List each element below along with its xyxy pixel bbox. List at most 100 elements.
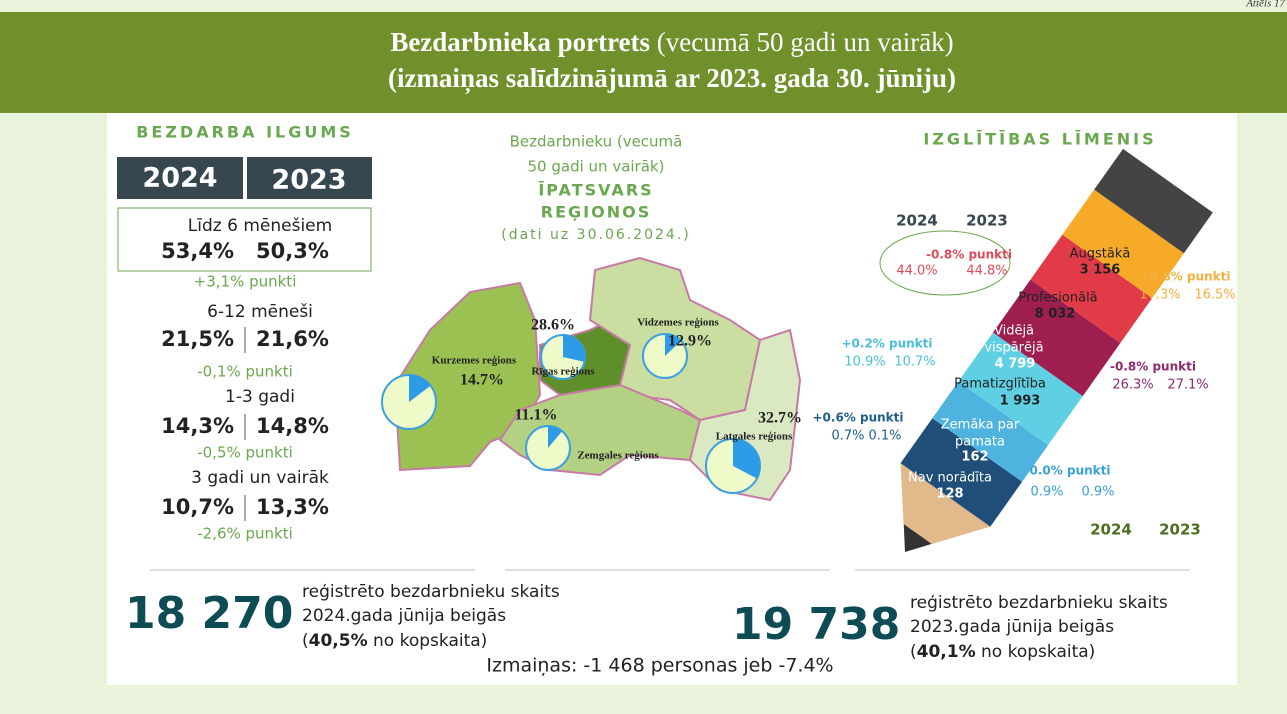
- level-name: Profesionālā: [1018, 291, 1097, 306]
- section-title: BEZDARBA ILGUMS: [136, 123, 354, 142]
- total-share: (40,1% no kopskaita): [910, 642, 1095, 662]
- map-title: ĪPATSVARS: [538, 180, 653, 200]
- total-share: (40,5% no kopskaita): [302, 631, 487, 651]
- value-2023: 50,3%: [256, 239, 329, 263]
- region-shape: [393, 281, 542, 472]
- section-title: IZGLĪTĪBAS LĪMENIS: [923, 129, 1156, 149]
- year: 2023: [966, 212, 1008, 230]
- change: +3,1% punkti: [194, 273, 297, 291]
- map-title: 50 gadi un vairāk): [528, 158, 665, 176]
- title-rest: (vecumā 50 gadi un vairāk): [650, 27, 954, 57]
- region-share: 28.6%: [531, 317, 575, 334]
- pencil: [900, 148, 1213, 552]
- share-2023: 16.5%: [1194, 288, 1235, 303]
- share-value: 40,5%: [309, 631, 368, 651]
- map-note: (dati uz 30.06.2024.): [501, 227, 691, 243]
- pie-slice: [409, 375, 431, 402]
- figure-label: Attēls 17: [1245, 0, 1285, 10]
- value-2024: 53,4%: [161, 239, 234, 263]
- region-share: 32.7%: [758, 410, 802, 427]
- band: [958, 332, 1083, 446]
- pencil-cap: [1094, 148, 1213, 254]
- year: 2024: [142, 163, 217, 194]
- region-name: Kurzemes reģions: [432, 355, 517, 367]
- year-box: [247, 157, 372, 199]
- level-count: 4 799: [995, 357, 1036, 372]
- total-text: 2023.gada jūnija beigās: [910, 617, 1114, 637]
- region-name: Zemgales reģions: [577, 450, 659, 462]
- value-2023: 14,8%: [256, 414, 329, 438]
- value-2023: 13,3%: [256, 495, 329, 519]
- total-text: reģistrēto bezdarbnieku skaits: [910, 593, 1168, 613]
- band: [932, 381, 1049, 482]
- year: 2023: [1159, 521, 1201, 539]
- total-number: 19 738: [732, 599, 900, 650]
- pencil-wood: [900, 463, 991, 552]
- value-2024: 14,3%: [161, 414, 234, 438]
- share-close: no kopskaita): [368, 631, 488, 651]
- share-2024: 0.7%: [831, 429, 864, 444]
- frame: [117, 207, 372, 272]
- share-value: 40,1%: [917, 642, 976, 662]
- band: [1030, 234, 1153, 344]
- share-2024: 44.0%: [896, 264, 937, 279]
- band: [900, 418, 1023, 527]
- header-band: [0, 12, 1287, 113]
- level-name: Augstākā: [1070, 247, 1131, 262]
- value-2024: 10,7%: [161, 495, 234, 519]
- pencil-lead: [903, 524, 932, 552]
- level-count: 1 993: [1000, 394, 1041, 409]
- level-name: pamata: [955, 435, 1005, 450]
- year: 2024: [1090, 521, 1132, 539]
- band: [1062, 189, 1184, 299]
- group-label: 6-12 mēneši: [207, 302, 313, 322]
- level-count: 8 032: [1035, 307, 1076, 322]
- region-name: Vidzemes reģions: [637, 317, 719, 329]
- group-label: Līdz 6 mēnešiem: [188, 216, 332, 236]
- share-2023: 0.1%: [868, 429, 901, 444]
- map-title: REĢIONOS: [541, 203, 651, 222]
- share-2023: 0.9%: [1081, 485, 1114, 500]
- level-change: -0.8% punkti: [1110, 360, 1196, 374]
- pie-slice: [733, 439, 760, 479]
- level-change: -0.8% punkti: [926, 248, 1012, 262]
- share-2024: 10.9%: [844, 355, 885, 370]
- share-2024: 26.3%: [1112, 378, 1153, 393]
- level-name: Nav norādīta: [908, 471, 992, 486]
- value-2023: 21,6%: [256, 327, 329, 351]
- change: -2,6% punkti: [197, 525, 293, 543]
- pie-slice: [548, 426, 563, 448]
- region-share: 12.9%: [668, 333, 712, 350]
- pie-slice: [563, 335, 585, 362]
- value-2024: 21,5%: [161, 327, 234, 351]
- group-label: 3 gadi un vairāk: [191, 468, 329, 488]
- level-change: +0.2% punkti: [841, 337, 932, 351]
- change: -0,5% punkti: [197, 444, 293, 462]
- level-name: Pamatizglītība: [954, 377, 1046, 392]
- region-name: Latgales reģions: [716, 431, 793, 443]
- region-share: 14.7%: [460, 372, 504, 389]
- level-change: 0.0% punkti: [1030, 464, 1111, 478]
- year: 2024: [896, 212, 938, 230]
- share-open: (: [910, 642, 917, 662]
- total-text: 2024.gada jūnija beigās: [302, 606, 506, 626]
- year: 2023: [271, 165, 346, 196]
- level-name: vispārējā: [984, 341, 1043, 356]
- change-note: Izmaiņas: -1 468 personas jeb -7.4%: [486, 655, 833, 677]
- level-change: +0.6% punkti: [812, 411, 903, 425]
- level-count: 128: [936, 487, 963, 502]
- title: Bezdarbnieka portrets (vecumā 50 gadi un…: [390, 27, 953, 57]
- region-name: Rīgas reģions: [531, 366, 595, 378]
- subtitle: (izmaiņas salīdzinājumā ar 2023. gada 30…: [388, 63, 956, 95]
- share-2023: 10.7%: [894, 355, 935, 370]
- title-bold: Bezdarbnieka portrets: [390, 27, 650, 57]
- share-2023: 27.1%: [1167, 378, 1208, 393]
- map-title: Bezdarbnieku (vecumā: [510, 133, 683, 151]
- share-2024: 0.9%: [1030, 485, 1063, 500]
- level-count: 3 156: [1080, 263, 1121, 278]
- level-count: 162: [961, 450, 988, 465]
- group-label: 1-3 gadi: [225, 387, 295, 407]
- year-box: [117, 157, 243, 199]
